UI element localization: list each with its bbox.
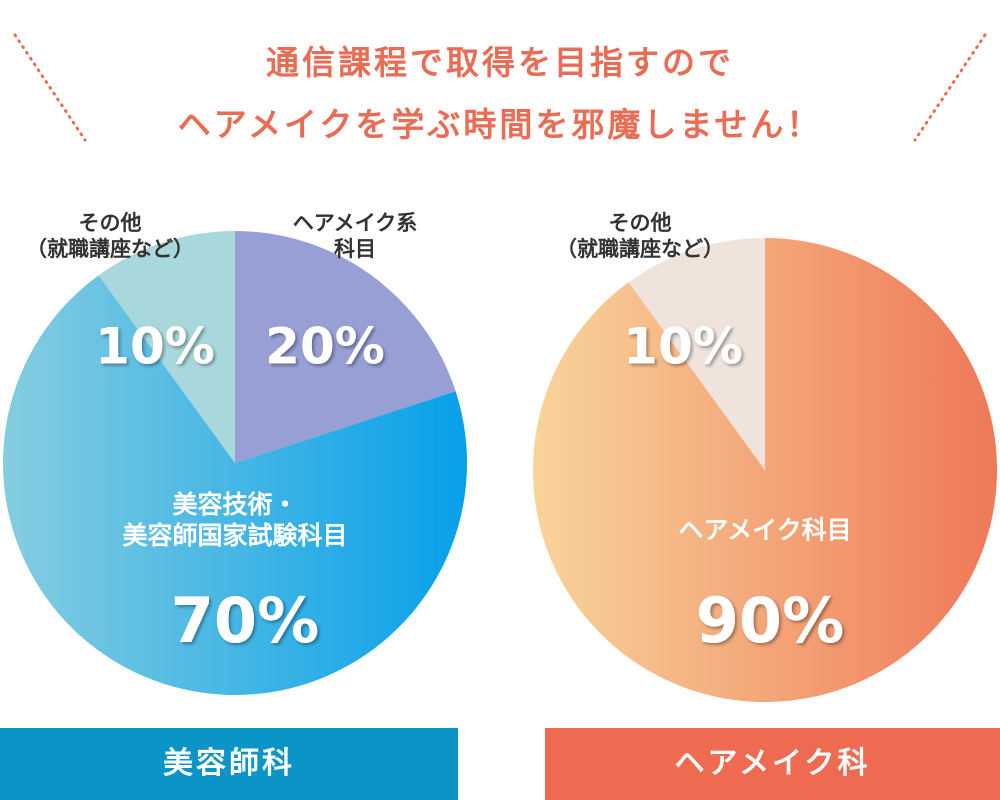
pie-slice [2,275,468,695]
category-label: ヘアメイク科目 [678,515,852,545]
value-label: 90% [696,584,844,657]
category-label: その他 （就職講座など） [26,210,194,261]
pie-slice [628,238,765,470]
value-label: 10% [623,318,743,376]
chart-caption: 美容師科 [0,728,458,800]
value-label: 10% [95,318,215,376]
value-label: 70% [171,584,319,657]
decoration [913,33,987,142]
category-label: その他 （就職講座など） [556,210,724,261]
title-line: ヘアメイクを学ぶ時間を邪魔しません！ [177,105,823,144]
value-label: 20% [265,318,385,376]
title-line: 通信課程で取得を目指すので [266,43,734,82]
decoration [13,33,87,142]
pie-slice [235,231,456,463]
chart-caption: ヘアメイク科 [545,728,1000,800]
category-label: ヘアメイク系 科目 [292,210,418,261]
pie-slice [98,231,235,463]
category-label: 美容技術・ 美容師国家試験科目 [122,489,348,550]
